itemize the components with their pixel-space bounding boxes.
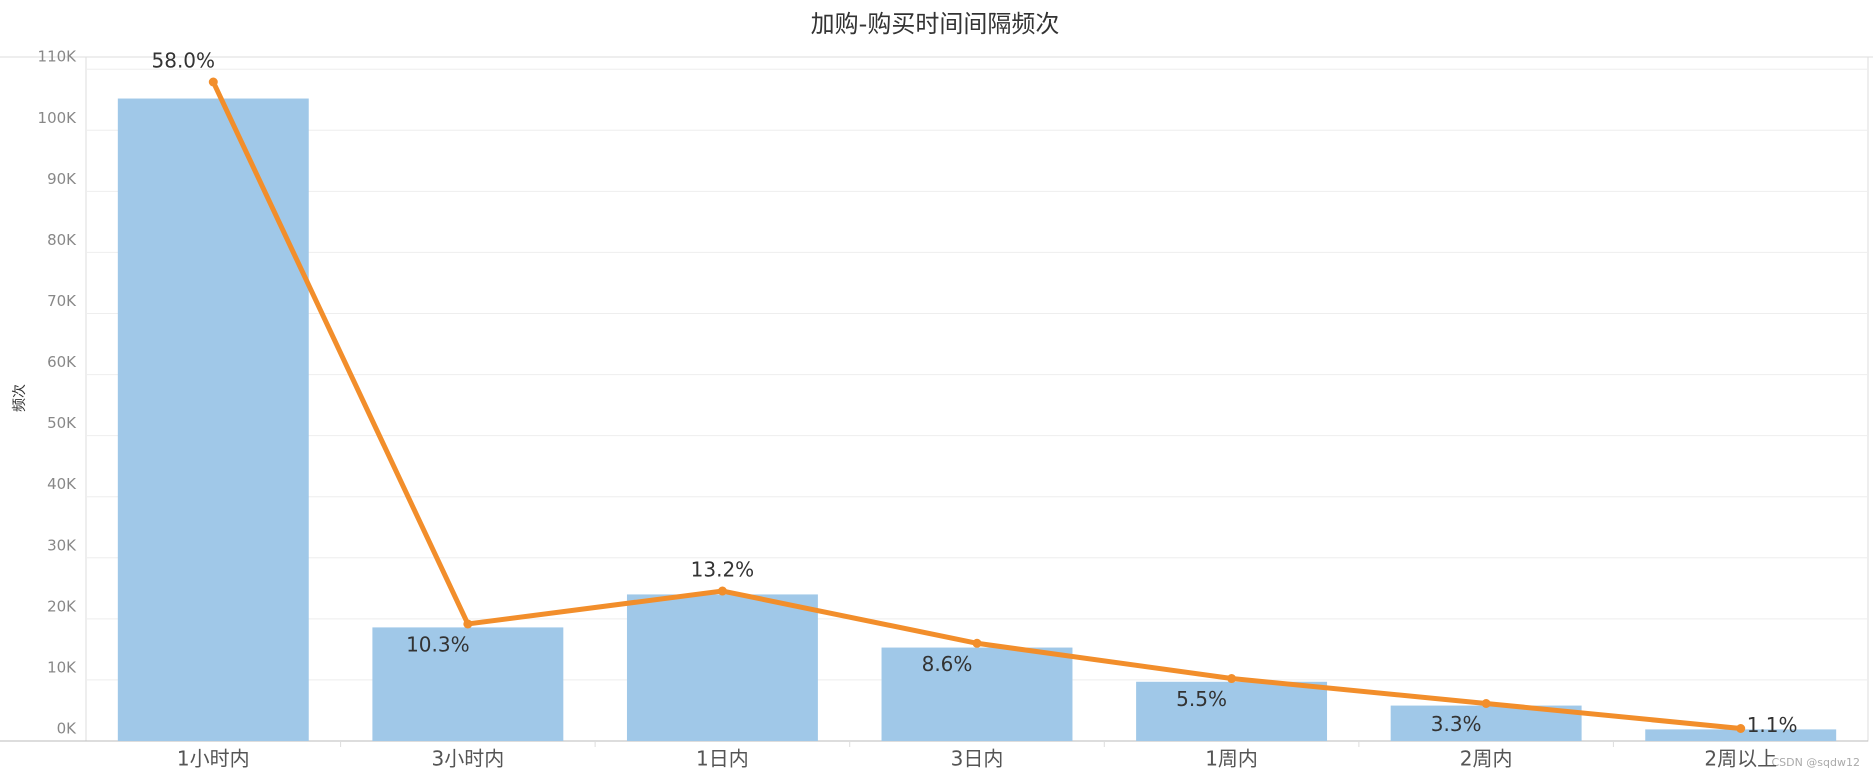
x-tick-label: 1周内 bbox=[1205, 747, 1258, 771]
bar bbox=[626, 594, 818, 741]
y-tick-label: 70K bbox=[47, 292, 77, 310]
line-point bbox=[1736, 724, 1746, 734]
x-tick-label: 3小时内 bbox=[431, 747, 504, 771]
plot-frame bbox=[85, 56, 1869, 742]
bar bbox=[1136, 681, 1328, 741]
data-label: 58.0% bbox=[152, 48, 216, 72]
line-point bbox=[208, 77, 218, 87]
y-tick-label: 50K bbox=[47, 414, 77, 432]
line-point bbox=[972, 638, 982, 648]
y-tick-label: 10K bbox=[47, 658, 77, 676]
line-point bbox=[717, 586, 727, 596]
x-tick-label: 1小时内 bbox=[177, 747, 250, 771]
line-point bbox=[463, 619, 473, 629]
data-label: 3.3% bbox=[1431, 712, 1482, 736]
chart-title: 加购-购买时间间隔频次 bbox=[811, 10, 1060, 38]
y-tick-label: 30K bbox=[47, 536, 77, 554]
data-label: 10.3% bbox=[406, 632, 470, 656]
bar bbox=[1645, 729, 1837, 741]
data-label: 8.6% bbox=[922, 652, 973, 676]
y-tick-label: 20K bbox=[47, 597, 77, 615]
bar bbox=[881, 647, 1073, 741]
line-point bbox=[1481, 699, 1491, 709]
y-tick-label: 90K bbox=[47, 170, 77, 188]
line-point bbox=[1227, 674, 1237, 684]
x-tick-label: 2周以上 bbox=[1704, 747, 1777, 771]
x-tick-label: 3日内 bbox=[951, 747, 1004, 771]
y-tick-label: 0K bbox=[57, 720, 78, 738]
bar bbox=[372, 627, 564, 741]
y-tick-label: 100K bbox=[38, 109, 78, 127]
y-tick-label: 40K bbox=[47, 475, 77, 493]
data-label: 13.2% bbox=[691, 558, 755, 582]
bar bbox=[117, 98, 309, 742]
y-tick-label: 110K bbox=[38, 48, 78, 66]
y-axis-title: 频次 bbox=[12, 384, 28, 412]
x-tick-label: 2周内 bbox=[1460, 747, 1513, 771]
data-label: 5.5% bbox=[1176, 687, 1227, 711]
y-tick-label: 60K bbox=[47, 353, 77, 371]
y-tick-label: 80K bbox=[47, 231, 77, 249]
x-tick-label: 1日内 bbox=[696, 747, 749, 771]
watermark: CSDN @sqdw12 bbox=[1771, 756, 1860, 769]
data-label: 1.1% bbox=[1747, 713, 1798, 737]
